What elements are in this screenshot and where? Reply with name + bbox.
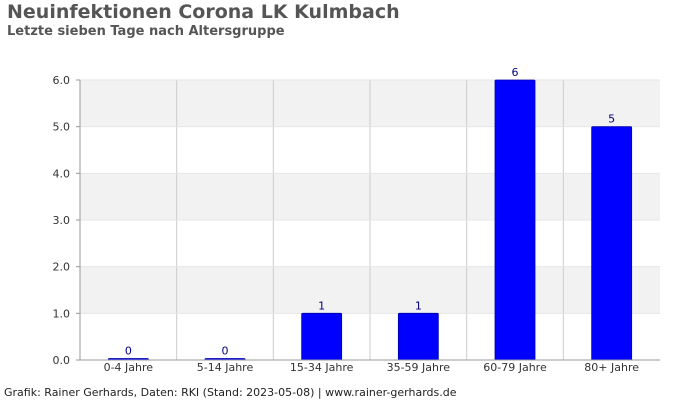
y-tick-label: 5.0 (53, 121, 71, 134)
value-labels: 0 0 1 1 6 5 (125, 66, 615, 358)
chart-title: Neuinfektionen Corona LK Kulmbach (7, 1, 400, 23)
x-tick-label: 5-14 Jahre (197, 361, 254, 374)
bar (494, 79, 536, 361)
y-tick-label: 1.0 (53, 307, 71, 320)
x-tick-labels: 0-4 Jahre 5-14 Jahre 15-34 Jahre 35-59 Jahr… (104, 361, 640, 374)
x-tick-label: 15-34 Jahre (290, 361, 354, 374)
y-tick-label: 2.0 (53, 261, 71, 274)
bar (591, 126, 633, 361)
bar-value-label: 6 (512, 66, 519, 79)
bar-value-label: 5 (608, 113, 615, 126)
source-credit: Grafik: Rainer Gerhards, Daten: RKI (Sta… (4, 386, 457, 399)
bar (397, 312, 439, 361)
y-tick-label: 6.0 (53, 74, 71, 87)
y-tick-labels: 0.0 1.0 2.0 3.0 4.0 5.0 6.0 (53, 74, 80, 367)
chart-subtitle: Letzte sieben Tage nach Altersgruppe (7, 24, 285, 39)
bar-value-label: 1 (415, 299, 422, 312)
x-tick-label: 0-4 Jahre (104, 361, 154, 374)
x-tick-label: 80+ Jahre (584, 361, 639, 374)
y-tick-label: 4.0 (53, 167, 71, 180)
bar (301, 312, 343, 361)
y-tick-label: 0.0 (53, 354, 71, 367)
bar-value-label: 1 (318, 299, 325, 312)
bar-series (107, 79, 633, 361)
bar-value-label: 0 (125, 345, 132, 358)
bar-value-label: 0 (222, 345, 229, 358)
y-tick-label: 3.0 (53, 214, 71, 227)
x-tick-label: 60-79 Jahre (483, 361, 547, 374)
x-tick-label: 35-59 Jahre (387, 361, 451, 374)
